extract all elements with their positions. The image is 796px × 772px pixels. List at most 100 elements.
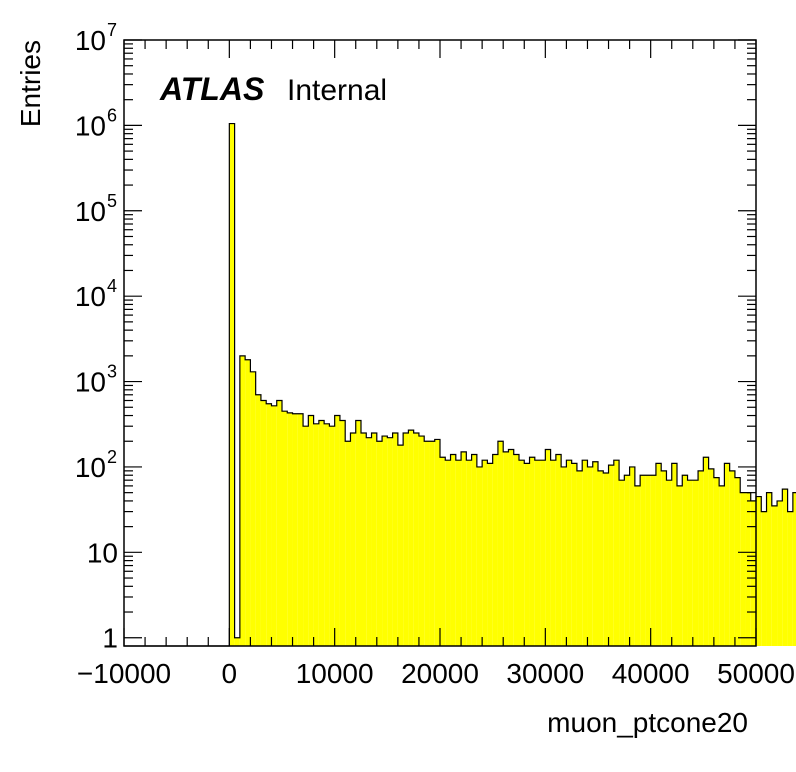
histogram-bar	[655, 463, 662, 646]
histogram-bar	[687, 480, 693, 646]
histogram-bar	[766, 492, 772, 646]
histogram-bar	[403, 432, 409, 646]
x-tick-label: 0	[222, 658, 238, 689]
histogram-bar	[371, 432, 377, 646]
histogram-bar	[229, 123, 235, 646]
histogram-bar	[545, 449, 551, 646]
histogram-bar	[492, 454, 498, 646]
histogram-bar	[555, 454, 562, 646]
x-tick-label: 20000	[401, 658, 479, 689]
histogram-bar	[355, 420, 361, 646]
histogram-bar	[771, 505, 778, 646]
histogram-bar	[566, 460, 572, 646]
histogram-bar	[740, 492, 746, 646]
histogram-bar	[245, 359, 251, 646]
histogram-bar	[661, 470, 667, 646]
histogram-bar	[445, 460, 451, 646]
y-tick-exponent: 3	[107, 362, 117, 382]
histogram-bar	[777, 500, 783, 646]
y-tick-label: 10	[75, 25, 106, 56]
histogram-bar	[313, 423, 319, 646]
histogram-bar	[387, 437, 393, 646]
histogram-bar	[756, 496, 762, 646]
histogram-bar	[666, 480, 672, 646]
histogram-bar	[792, 492, 796, 646]
histogram-bar	[703, 457, 709, 646]
histogram-bars	[124, 122, 796, 647]
histogram-bar	[250, 371, 256, 646]
x-tick-label: 30000	[506, 658, 584, 689]
histogram-bar	[408, 430, 414, 646]
histogram-bar	[455, 460, 462, 646]
histogram-bar	[624, 475, 630, 646]
histogram-bar	[613, 460, 620, 646]
histogram-bar	[677, 485, 683, 646]
histogram-bar	[429, 441, 435, 646]
histogram-bar	[734, 477, 741, 646]
histogram-bar	[339, 420, 346, 646]
histogram-bar	[576, 470, 583, 646]
histogram-bar	[424, 441, 430, 646]
histogram-bar	[603, 472, 609, 646]
histogram-bar	[634, 485, 641, 646]
histogram-bar	[255, 394, 261, 646]
histogram-bar	[519, 460, 525, 646]
histogram-bar	[682, 475, 688, 646]
histogram-bar	[750, 500, 756, 646]
histogram-bar	[482, 460, 488, 646]
histogram-bar	[640, 475, 646, 646]
y-tick-label: 10	[75, 281, 106, 312]
histogram-bar	[292, 413, 298, 646]
histogram-bar	[598, 470, 604, 646]
histogram-bar	[434, 439, 440, 646]
y-tick-label: 10	[87, 537, 118, 568]
histogram-bar	[713, 477, 720, 646]
histogram-bar	[534, 460, 541, 646]
histogram-bar	[324, 423, 330, 646]
histogram-bar	[329, 426, 335, 646]
histogram-bar	[476, 466, 483, 646]
histogram-bar	[287, 412, 293, 646]
y-tick-label: 10	[75, 196, 106, 227]
histogram-bar	[787, 511, 793, 646]
histogram-bar	[303, 426, 309, 646]
histogram-bar	[440, 457, 446, 646]
histogram-bar	[308, 415, 314, 646]
histogram-bar	[282, 411, 288, 646]
histogram-bar	[561, 466, 567, 646]
histogram-bar	[745, 492, 751, 646]
histogram-bar	[587, 466, 593, 646]
histogram-bar	[271, 405, 277, 646]
histogram-bar	[350, 432, 356, 646]
histogram-bar	[382, 436, 388, 646]
histogram-bar	[397, 445, 404, 646]
histogram-bar	[645, 475, 651, 646]
histogram-bar	[619, 480, 625, 646]
histogram-bar	[276, 400, 282, 646]
histogram-bar	[629, 466, 635, 646]
atlas-label: ATLAS	[159, 71, 265, 107]
y-tick-exponent: 4	[107, 276, 117, 296]
histogram-bar	[508, 449, 514, 646]
histogram-bar	[592, 461, 598, 646]
histogram-bar	[487, 463, 493, 646]
histogram-bar	[761, 511, 767, 646]
histogram-bar	[361, 432, 367, 646]
histogram-bar	[413, 432, 419, 646]
histogram-bar	[418, 436, 425, 646]
y-tick-label: 10	[75, 367, 106, 398]
y-tick-exponent: 7	[107, 20, 117, 40]
histogram-bar	[719, 485, 725, 646]
x-tick-label: 40000	[612, 658, 690, 689]
x-tick-label: 10000	[296, 658, 374, 689]
histogram-bar	[524, 463, 530, 646]
histogram-bar	[708, 468, 714, 646]
histogram-bar	[471, 454, 477, 646]
histogram-bar	[671, 463, 677, 646]
y-axis-title: Entries	[15, 40, 46, 127]
histogram-bar	[782, 489, 788, 646]
histogram-bar	[466, 460, 472, 646]
histogram-bar	[540, 460, 546, 646]
